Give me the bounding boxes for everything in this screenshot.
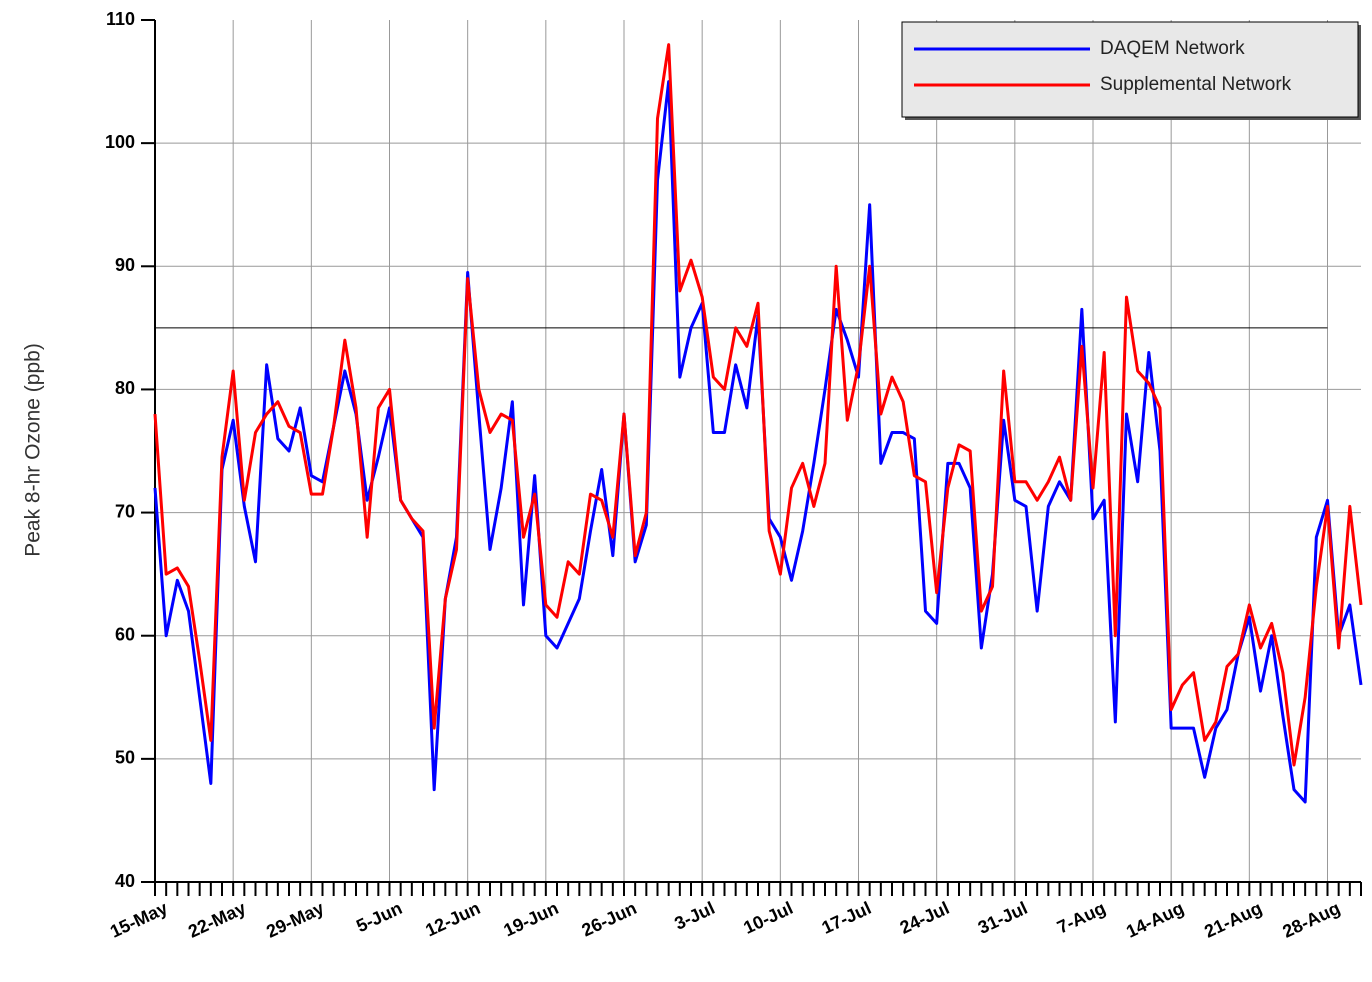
legend <box>901 21 1359 118</box>
x-tick-label: 10-Jul <box>740 898 796 938</box>
data-line <box>153 80 1363 804</box>
x-tick-label: 22-May <box>185 898 249 942</box>
legend-label: Supplemental Network <box>1100 74 1292 95</box>
y-tick-label: 70 <box>115 501 135 521</box>
x-tick-label: 21-Aug <box>1201 898 1265 942</box>
x-tick-label: 7-Aug <box>1054 898 1109 938</box>
y-tick-label: 90 <box>115 255 135 275</box>
x-tick-label: 29-May <box>263 898 327 942</box>
x-tick-label: 3-Jul <box>671 898 718 934</box>
x-tick-label: 5-Jun <box>353 898 405 936</box>
y-axis-label: Peak 8-hr Ozone (ppb) <box>22 343 45 557</box>
x-tick-label: 28-Aug <box>1279 898 1343 942</box>
y-tick-label: 110 <box>106 9 135 29</box>
x-tick-label: 26-Jun <box>579 898 640 941</box>
x-tick-label: 17-Jul <box>819 898 875 938</box>
y-tick-label: 40 <box>115 871 135 891</box>
x-tick-label: 14-Aug <box>1123 898 1187 942</box>
y-tick-label: 50 <box>115 748 135 768</box>
data-line <box>153 43 1363 767</box>
x-tick-label: 24-Jul <box>897 898 953 938</box>
y-tick-label: 100 <box>105 132 135 152</box>
x-tick-label: 15-May <box>107 898 171 942</box>
y-tick-label: 80 <box>115 378 135 398</box>
legend-label: DAQEM Network <box>1100 38 1245 59</box>
x-tick-label: 12-Jun <box>422 898 483 941</box>
y-tick-label: 60 <box>115 624 135 644</box>
x-tick-label: 31-Jul <box>975 898 1031 938</box>
x-tick-label: 19-Jun <box>500 898 561 941</box>
